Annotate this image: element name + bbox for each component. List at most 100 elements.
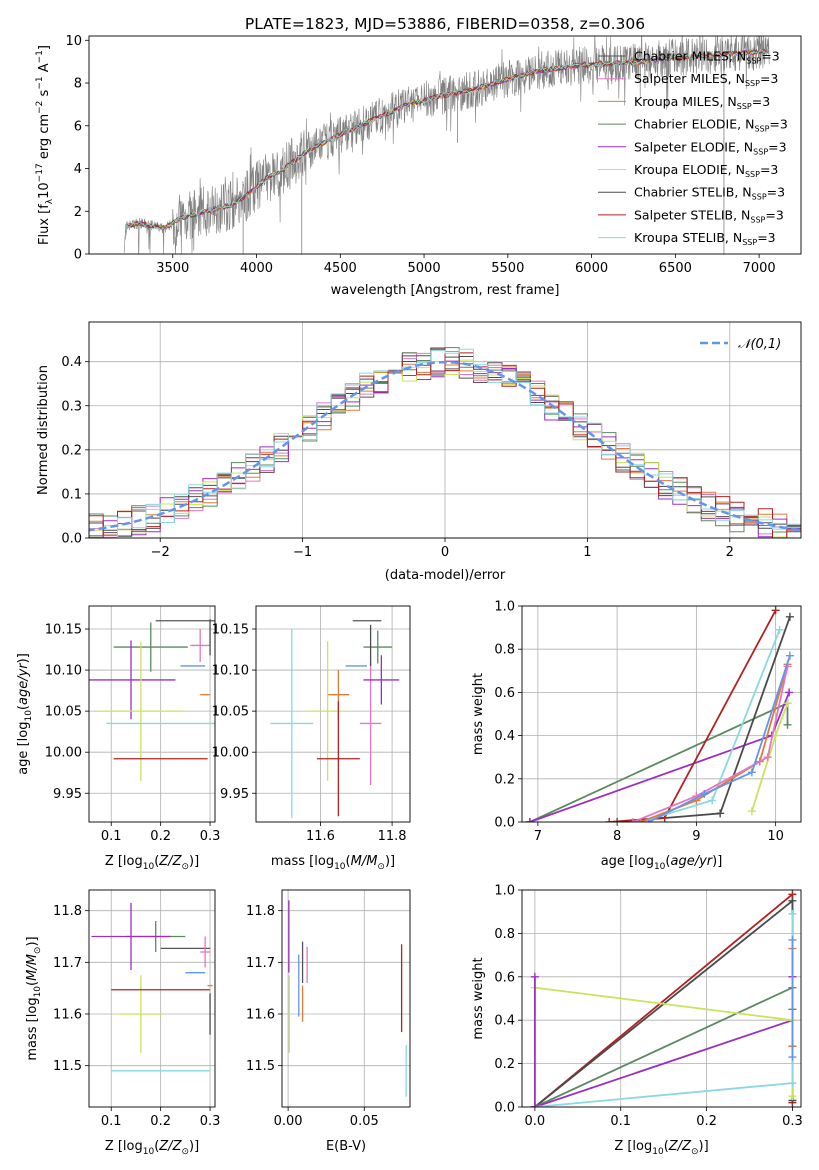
x-tick-label: 0.2 [150, 1114, 171, 1129]
y-tick-label: 8 [74, 77, 82, 92]
x-tick-label: 6000 [575, 261, 608, 276]
weight-marker [775, 625, 784, 634]
y-tick-label: 0.4 [494, 729, 515, 744]
x-tick-label: 4000 [240, 261, 273, 276]
axis-label-sub: ⊙ [377, 862, 385, 872]
axis-label-sub: 10 [143, 862, 155, 872]
y-tick-label: 4 [74, 162, 82, 177]
y-tick-label: 11.5 [53, 1059, 82, 1074]
axes-frame [88, 35, 802, 255]
weight-vs-metallicity-panel: 0.0 0.1 0.2 0.30.00.20.40.60.81.0Z [log10(Z… [471, 884, 803, 1158]
x-axis-label: wavelength [Angstrom, rest frame] [331, 283, 560, 298]
weight-line [632, 666, 789, 822]
axis-label-sub: 10 [654, 862, 666, 872]
y-tick-label: 0.2 [61, 443, 82, 458]
axis-label-text: Z [log [105, 1139, 143, 1154]
x-tick-label: 0.2 [696, 1114, 717, 1129]
axis-label-text: )] [189, 854, 199, 869]
x-tick-label: 11.8 [378, 829, 407, 844]
x-tick-label: 0.3 [200, 1114, 221, 1129]
y-tick-label: 10.05 [45, 705, 82, 720]
axis-label-text: )] [385, 854, 395, 869]
legend-entry: Salpeter MILES, NSSP=3 [634, 71, 778, 88]
y-tick-label: 10.15 [212, 622, 249, 637]
x-tick-label: 11.6 [306, 829, 335, 844]
axis-label-text: )] [189, 1139, 199, 1154]
y-tick-label: 10.00 [212, 746, 249, 761]
legend-text: Kroupa ELODIE, N [634, 162, 745, 177]
legend-text: =3 [769, 117, 787, 132]
y-tick-label: 11.7 [246, 956, 275, 971]
plot-area [288, 900, 407, 1097]
weight-marker [788, 935, 797, 944]
normal-distribution-curve [89, 360, 801, 532]
axis-label-text: ] [37, 45, 52, 50]
plot-area [530, 890, 797, 1107]
axes-frame [88, 889, 216, 1108]
weight-line [648, 655, 791, 822]
plot-area [91, 902, 213, 1072]
axis-label-text: M/M [351, 854, 378, 869]
model-spectrum-line [124, 48, 769, 240]
x-tick-label: 0.0 [525, 1114, 546, 1129]
axis-label-text: age [log [601, 854, 654, 869]
x-tick-label: 0.2 [150, 829, 171, 844]
axis-label-text: mass weight [471, 957, 486, 1039]
y-tick-label: 0.2 [494, 772, 515, 787]
axes-frame [88, 605, 216, 823]
y-tick-label: 9.95 [53, 787, 82, 802]
weight-marker [788, 1092, 797, 1101]
weight-line [534, 986, 794, 1097]
weight-marker [788, 1079, 797, 1088]
x-axis-label: Z [log10(Z/Z⊙)] [105, 854, 199, 872]
legend-sub: SSP [745, 79, 760, 88]
axis-label-sub: 10 [33, 986, 43, 998]
y-tick-label: 0.0 [494, 816, 515, 831]
x-tick-label: 0.05 [350, 1114, 379, 1129]
y-tick-label: 0.1 [61, 487, 82, 502]
weight-marker [716, 809, 725, 818]
y-tick-label: 11.7 [53, 956, 82, 971]
legend-entry: Kroupa STELIB, NSSP=3 [634, 230, 776, 247]
residuals-panel: −2 −1 0 1 2 0.0 0.1 0.2 0.3 0.4 (data-model)/error… [36, 321, 802, 583]
axis-label-sub: ⊙ [181, 1147, 189, 1157]
legend-text: Salpeter ELODIE, N [634, 139, 753, 154]
y-axis-label: Flux [fλ10−17 erg cm−2 s−1 A−1] [35, 45, 55, 245]
y-axis-label: Normed distribution [36, 365, 51, 495]
x-axis-label: E(B-V) [326, 1139, 366, 1154]
legend-text: Kroupa MILES, N [634, 94, 737, 109]
y-tick-label: 0.4 [494, 1014, 515, 1029]
axis-label-text: age [log [16, 722, 31, 775]
y-tick-label: 10.10 [45, 664, 82, 679]
x-tick-label: 0.1 [101, 829, 122, 844]
axis-label-text: Z/ [158, 1139, 174, 1154]
weight-marker [785, 612, 794, 621]
chart-title: PLATE=1823, MJD=53886, FIBERID=0358, z=0… [245, 15, 645, 33]
weight-line [609, 609, 777, 822]
x-tick-label: 0.1 [610, 1114, 631, 1129]
axis-label-text: )] [16, 653, 31, 663]
weight-marker [700, 789, 709, 798]
legend-text: =3 [752, 94, 770, 109]
weight-marker [783, 699, 792, 708]
y-tick-label: 10.00 [45, 746, 82, 761]
legend-sub: SSP [752, 193, 767, 202]
x-tick-label: 2 [726, 545, 734, 560]
axis-label-text: ( [16, 705, 31, 710]
x-tick-label: 0.1 [101, 1114, 122, 1129]
x-tick-label: 5500 [491, 261, 524, 276]
axis-label-text: Z [log [614, 1139, 652, 1154]
legend-text: Salpeter STELIB, N [634, 207, 750, 222]
axes-frame [255, 605, 411, 823]
mass-vs-ebv-panel: 0.00 0.05 11.5 11.6 11.7 11.8 E(B-V) [246, 889, 411, 1154]
y-tick-label: 11.5 [246, 1059, 275, 1074]
plot-area [270, 620, 400, 818]
legend-text: =3 [760, 162, 778, 177]
legend-text: =3 [760, 71, 778, 86]
axis-label-text: mass weight [471, 673, 486, 755]
x-tick-label: 0.3 [782, 1114, 803, 1129]
legend-text: Salpeter MILES, N [634, 71, 745, 86]
y-tick-label: 0.3 [61, 399, 82, 414]
y-tick-label: 11.6 [53, 1008, 82, 1023]
